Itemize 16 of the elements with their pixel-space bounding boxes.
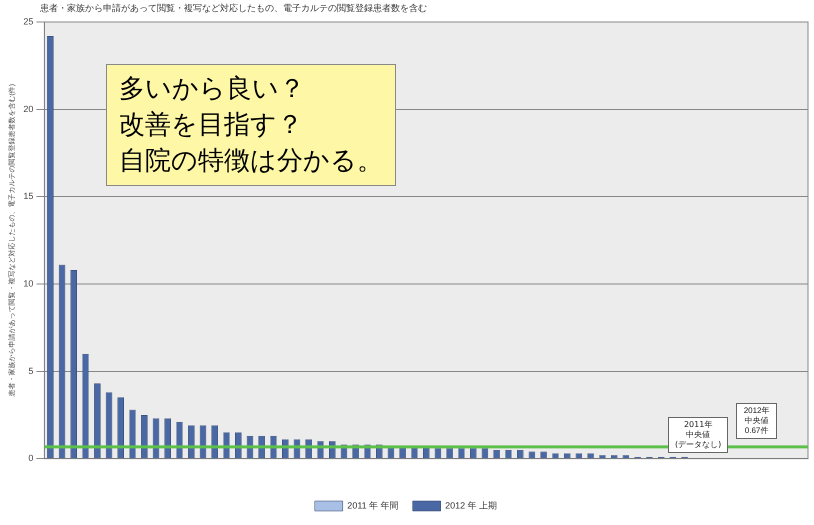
y-tick-label: 15 [23,191,34,202]
chart-title: 患者・家族から申請があって閲覧・複写など対応したもの、電子カルテの閲覧登録患者数を含む [40,2,427,15]
y-tick-label: 0 [28,453,34,464]
y-tick-label: 10 [23,278,34,288]
y-tick-label: 5 [28,366,34,376]
annotation: (データなし) [675,440,722,450]
annotation: 自院の特徴は分かる。 [119,145,383,178]
legend-label: 2012 年 上期 [445,500,498,510]
annotation: 中央値 [685,430,712,440]
y-tick-label: 20 [23,104,34,114]
legend-label: 2011 年 年間 [347,500,399,510]
ref-line-label: 2012年中央値0.67件 [736,402,778,439]
annotation: 多いから良い？ [119,73,306,106]
annotation: 2011年 [682,420,714,430]
annotation: 改善を目指す？ [119,109,304,142]
y-tick-label: 25 [23,16,34,26]
